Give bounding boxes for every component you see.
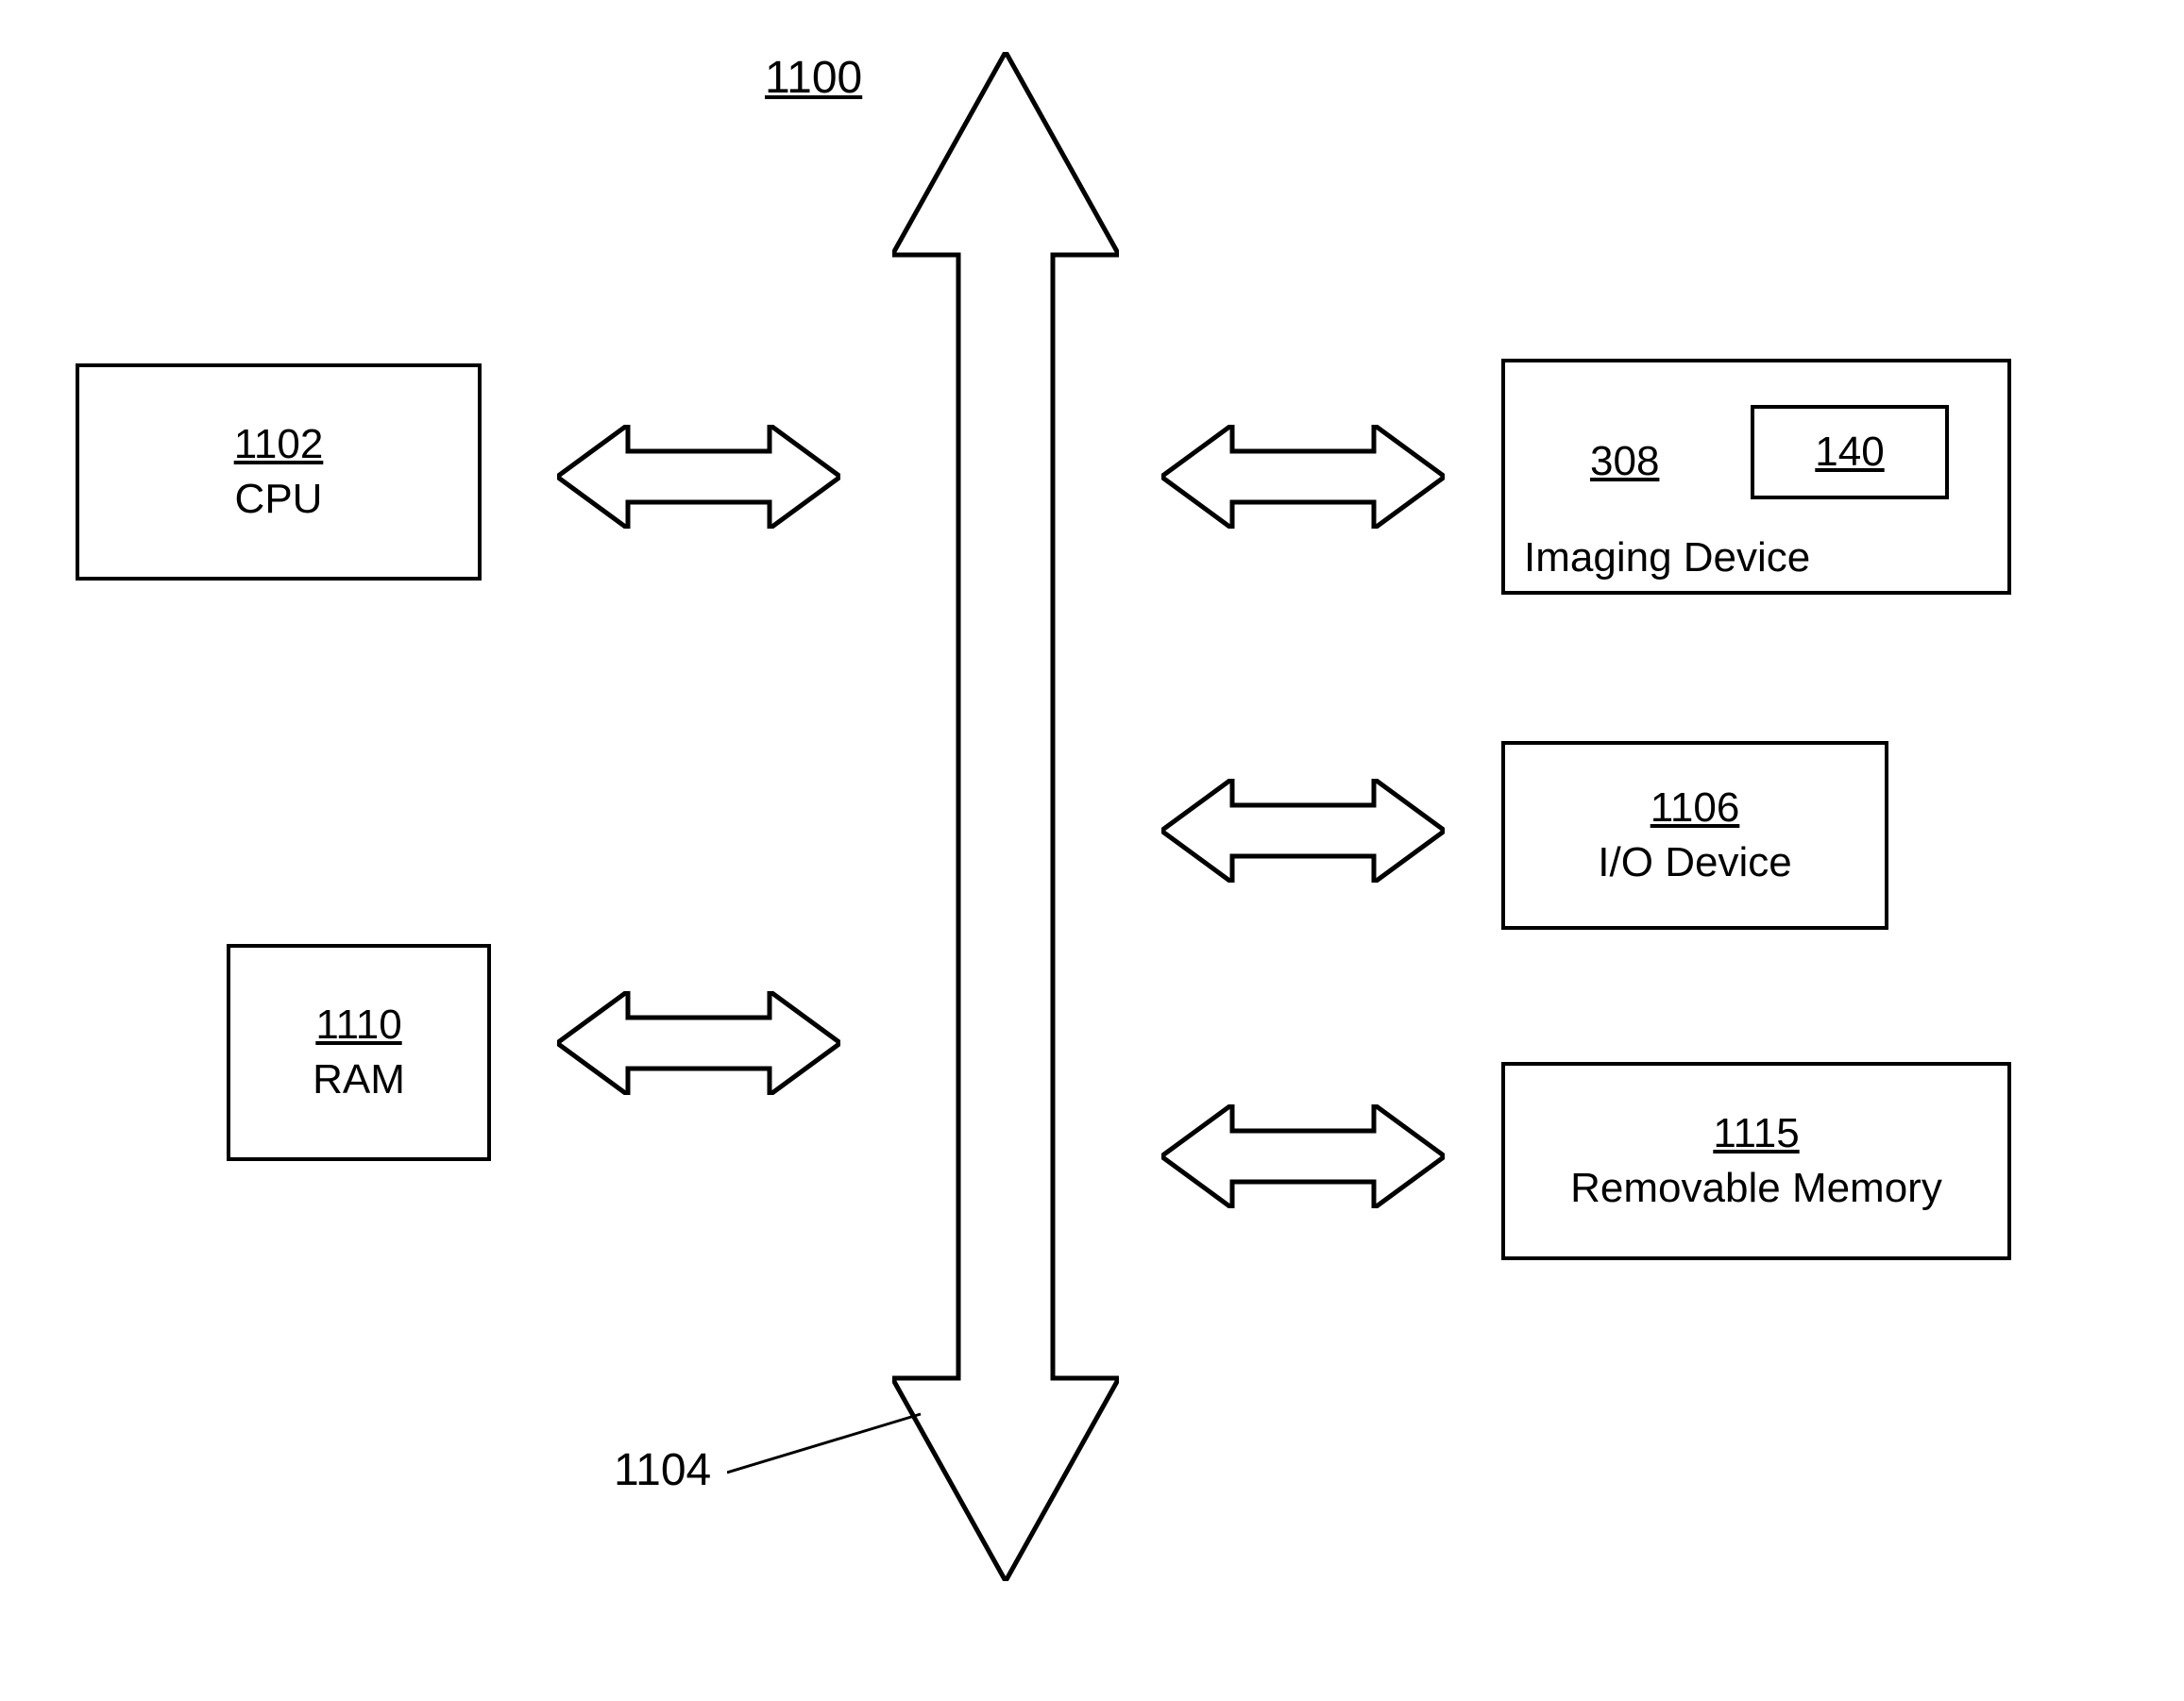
harrow-imaging-icon <box>1161 425 1445 529</box>
cpu-number: 1102 <box>234 421 324 468</box>
imaging-140-number: 140 <box>1815 429 1884 476</box>
imaging-140-box: 140 <box>1751 405 1949 499</box>
imaging-text: Imaging Device <box>1524 534 1810 581</box>
memory-box: 1115 Removable Memory <box>1501 1062 2011 1260</box>
imaging-308-number: 308 <box>1590 438 1659 485</box>
io-number: 1106 <box>1651 784 1740 832</box>
block-diagram: 1100 1102 CPU 1110 RAM 308 140 Imaging D… <box>0 0 2184 1701</box>
io-text: I/O Device <box>1598 839 1791 886</box>
io-box: 1106 I/O Device <box>1501 741 1888 930</box>
harrow-io-icon <box>1161 779 1445 883</box>
bus-arrow-icon <box>892 52 1119 1581</box>
cpu-text: CPU <box>235 476 323 523</box>
harrow-cpu-icon <box>557 425 840 529</box>
ram-text: RAM <box>313 1056 405 1103</box>
memory-text: Removable Memory <box>1570 1165 1942 1212</box>
memory-number: 1115 <box>1713 1110 1799 1157</box>
bus-label: 1104 <box>614 1444 711 1496</box>
imaging-box: 308 140 Imaging Device <box>1501 359 2011 595</box>
ram-box: 1110 RAM <box>227 944 491 1161</box>
ram-number: 1110 <box>315 1002 401 1049</box>
harrow-ram-icon <box>557 991 840 1095</box>
diagram-title: 1100 <box>765 52 862 104</box>
harrow-memory-icon <box>1161 1104 1445 1208</box>
cpu-box: 1102 CPU <box>76 363 482 581</box>
bus-pointer-line-icon <box>727 1406 935 1482</box>
